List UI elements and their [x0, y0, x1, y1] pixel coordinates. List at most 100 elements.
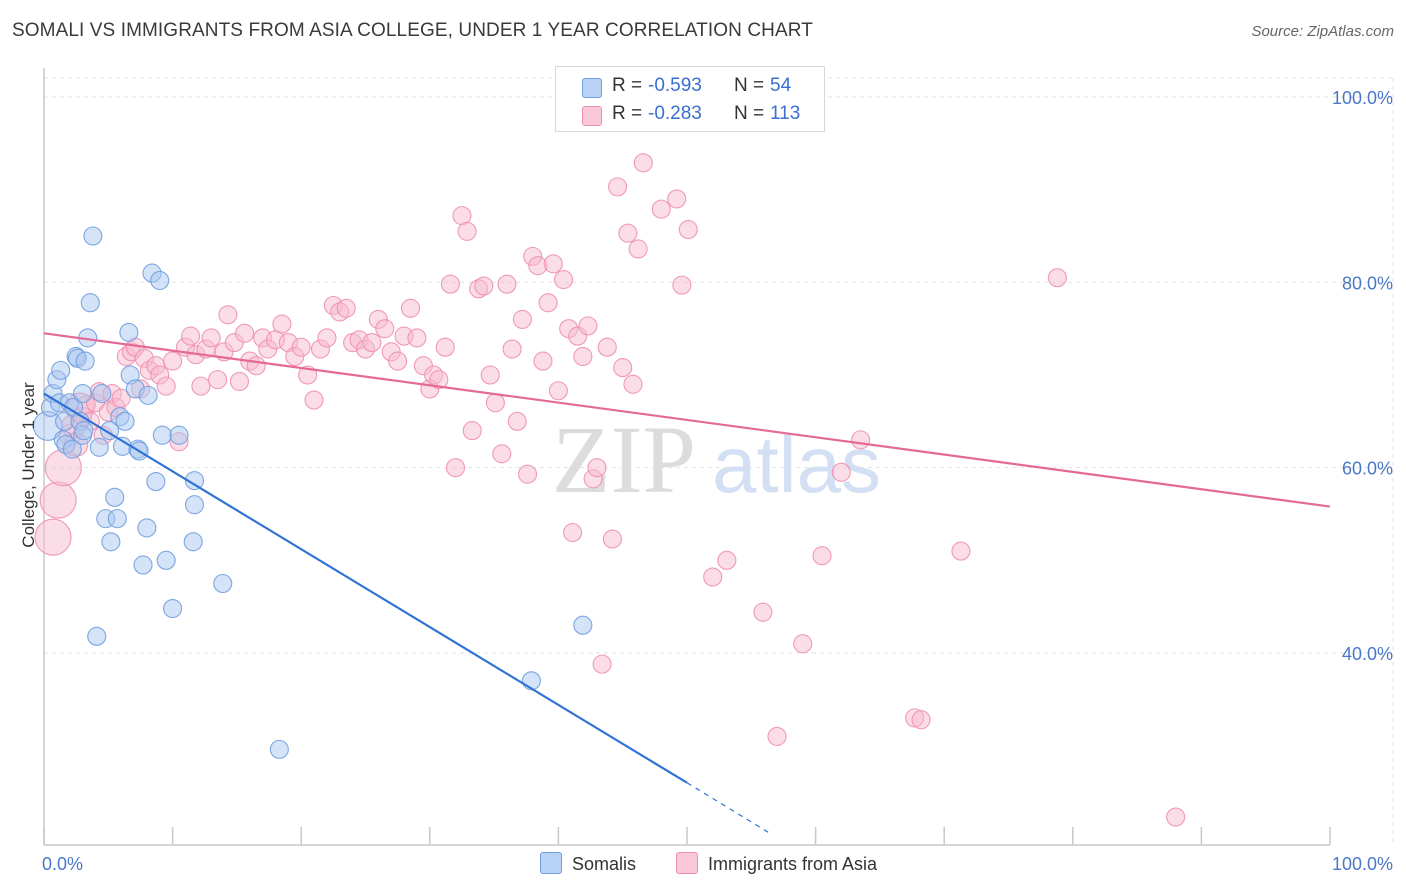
asia-point	[851, 430, 871, 450]
asia-point	[111, 388, 131, 408]
asia-point	[548, 381, 568, 401]
asia-point	[362, 333, 382, 353]
somali-trend-extension	[686, 782, 771, 835]
y-tick-label: 40.0%	[1342, 644, 1393, 664]
somali-point	[115, 411, 135, 431]
y-tick-label: 80.0%	[1342, 273, 1393, 293]
asia-point	[703, 567, 723, 587]
asia-point	[429, 370, 449, 390]
asia-point	[39, 481, 77, 519]
bottom-somali-label: Somalis	[572, 854, 637, 874]
asia-r-label: R =	[612, 103, 643, 124]
asia-point	[623, 374, 643, 394]
asia-point	[474, 276, 494, 296]
asia-point	[336, 298, 356, 318]
somali-point	[213, 573, 233, 594]
asia-swatch	[582, 106, 602, 126]
somali-point	[573, 615, 593, 635]
bottom-somali-swatch	[540, 852, 562, 874]
legend-row-somali: R = -0.593 N = 54	[556, 72, 824, 102]
asia-point	[667, 189, 687, 209]
somali-point	[152, 425, 172, 445]
asia-point	[753, 602, 773, 622]
asia-point	[34, 518, 72, 556]
asia-point	[156, 376, 176, 396]
asia-trend-line	[43, 332, 1331, 508]
bottom-legend-asia: Immigrants from Asia	[676, 852, 877, 875]
y-tick-label: 60.0%	[1342, 459, 1393, 479]
somali-point	[146, 472, 166, 492]
x-tick-label-max: 100.0%	[1332, 854, 1393, 874]
asia-point	[533, 351, 553, 371]
asia-point	[651, 199, 671, 219]
asia-point	[951, 541, 971, 561]
somali-point	[105, 487, 125, 507]
asia-point	[672, 275, 692, 295]
asia-point	[208, 370, 228, 390]
asia-point	[562, 522, 583, 543]
asia-point	[793, 634, 813, 654]
asia-point	[512, 309, 532, 329]
asia-point	[502, 339, 522, 359]
trend-lines	[43, 332, 1331, 835]
chart-title: SOMALI VS IMMIGRANTS FROM ASIA COLLEGE, …	[12, 20, 813, 41]
asia-point	[435, 337, 455, 357]
asia-point	[163, 351, 183, 371]
asia-point	[304, 390, 324, 410]
legend-row-asia: R = -0.283 N = 113	[556, 100, 824, 130]
somali-point	[75, 351, 95, 371]
y-axis-label: College, Under 1 year	[19, 382, 38, 548]
asia-point	[517, 464, 538, 484]
asia-n-label: N =	[734, 103, 765, 124]
asia-point	[445, 458, 466, 478]
asia-point	[375, 319, 395, 339]
somali-point	[51, 360, 71, 380]
asia-point	[831, 462, 851, 482]
somali-point	[184, 495, 205, 515]
asia-point	[538, 293, 558, 313]
asia-n-value: 113	[770, 103, 801, 124]
asia-point	[457, 221, 477, 241]
asia-point	[246, 356, 266, 376]
asia-point	[229, 371, 250, 392]
asia-point	[485, 393, 505, 413]
somali-point	[89, 437, 109, 457]
somali-point	[80, 293, 100, 313]
asia-point	[602, 529, 622, 549]
somali-r-value: -0.593	[648, 75, 702, 96]
asia-point	[633, 153, 653, 173]
somali-point	[156, 550, 176, 570]
somali-point	[87, 626, 107, 646]
tick-labels: 40.0% 60.0% 80.0% 100.0% 0.0% 100.0%	[42, 88, 1393, 874]
asia-point	[181, 326, 201, 346]
somali-points	[32, 226, 593, 759]
asia-point	[218, 305, 238, 325]
somali-point	[163, 598, 183, 619]
axes	[43, 68, 1331, 846]
asia-point	[543, 254, 563, 274]
correlation-legend: R = -0.593 N = 54 R = -0.283 N = 113	[555, 66, 825, 132]
asia-point	[812, 546, 832, 566]
asia-point	[1166, 807, 1186, 827]
somali-swatch	[582, 78, 602, 98]
somali-point	[73, 383, 93, 404]
asia-point	[597, 337, 617, 357]
asia-point	[272, 314, 292, 334]
asia-point	[587, 458, 607, 478]
somali-point	[83, 226, 103, 246]
source-label: Source: ZipAtlas.com	[1251, 23, 1394, 40]
asia-point	[911, 710, 931, 730]
bottom-asia-swatch	[676, 852, 698, 874]
asia-point	[573, 346, 593, 367]
asia-point	[553, 270, 574, 290]
asia-point	[317, 328, 337, 348]
asia-point	[578, 316, 598, 336]
bottom-legend-somali: Somalis	[540, 852, 636, 875]
somali-point	[74, 421, 94, 441]
asia-point	[678, 219, 698, 240]
asia-point	[462, 421, 482, 441]
asia-point	[767, 726, 787, 746]
asia-point	[400, 298, 421, 318]
asia-point	[717, 550, 737, 570]
